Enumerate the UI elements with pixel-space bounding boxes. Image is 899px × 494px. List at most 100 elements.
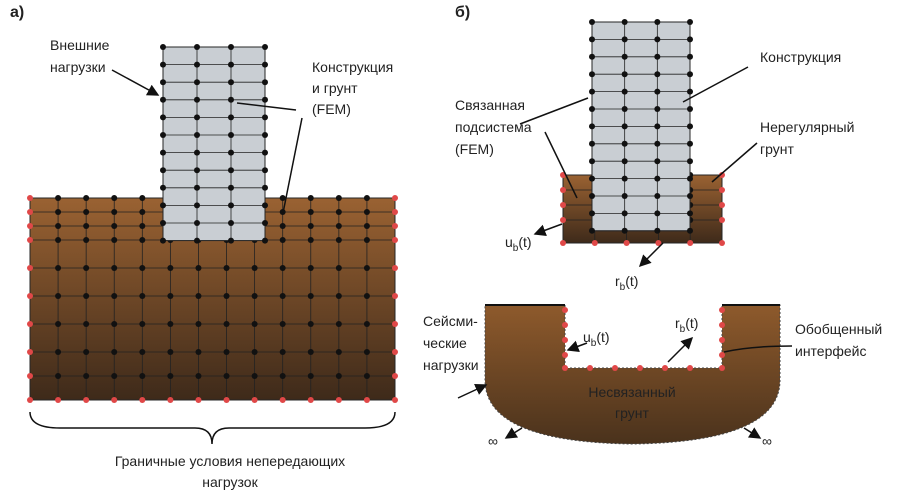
diagram: а) б) Внешние нагрузки Конструкция и гру… xyxy=(0,0,899,494)
mesh-node xyxy=(111,265,117,271)
mesh-node xyxy=(654,123,660,129)
mesh-node xyxy=(252,373,258,379)
mesh-node xyxy=(228,150,234,156)
mesh-node xyxy=(622,141,628,147)
mesh-node xyxy=(654,89,660,95)
label: Обобщенный xyxy=(795,321,882,337)
mesh-node xyxy=(139,293,145,299)
mesh-node xyxy=(262,238,268,244)
mesh-node xyxy=(589,19,595,25)
mesh-node xyxy=(262,202,268,208)
label: интерфейс xyxy=(795,343,867,359)
mesh-node xyxy=(687,106,693,112)
label: нагрузки xyxy=(50,59,106,75)
mesh-node xyxy=(364,397,370,403)
mesh-node xyxy=(194,79,200,85)
mesh-node xyxy=(280,237,286,243)
panel-label: а) xyxy=(10,4,24,21)
leader xyxy=(683,67,748,102)
mesh-node xyxy=(111,321,117,327)
mesh-node xyxy=(262,220,268,226)
mesh-node xyxy=(364,373,370,379)
mesh-node xyxy=(27,397,33,403)
mesh-node xyxy=(654,176,660,182)
mesh-body xyxy=(163,47,265,241)
mesh-node xyxy=(308,397,314,403)
symbol: rb(t) xyxy=(615,273,638,293)
mesh-node xyxy=(195,397,201,403)
mesh-node xyxy=(194,97,200,103)
mesh-node xyxy=(589,158,595,164)
mesh-node xyxy=(160,185,166,191)
mesh-node xyxy=(308,265,314,271)
mesh-node xyxy=(27,293,33,299)
mesh-node xyxy=(336,237,342,243)
mesh-node xyxy=(622,71,628,77)
mesh-node xyxy=(654,71,660,77)
mesh-node xyxy=(55,195,61,201)
mesh-node xyxy=(308,349,314,355)
mesh-node xyxy=(195,321,201,327)
mesh-node xyxy=(589,106,595,112)
mesh-node xyxy=(194,114,200,120)
mesh-node xyxy=(364,321,370,327)
interface-node xyxy=(637,365,643,371)
mesh-node xyxy=(224,373,230,379)
mesh-node xyxy=(195,265,201,271)
mesh-node xyxy=(83,373,89,379)
mesh-node xyxy=(308,321,314,327)
caption: Граничные условия непередающих xyxy=(115,453,345,469)
symbol: rb(t) xyxy=(675,315,698,335)
arrow xyxy=(744,428,760,438)
interface-node xyxy=(562,322,568,328)
interface-node xyxy=(612,365,618,371)
mesh-node xyxy=(194,167,200,173)
brace xyxy=(30,412,395,444)
mesh-node xyxy=(194,202,200,208)
mesh-node xyxy=(589,210,595,216)
mesh-node xyxy=(252,321,258,327)
mesh-node xyxy=(280,265,286,271)
mesh-node xyxy=(336,373,342,379)
mesh-node xyxy=(160,150,166,156)
mesh-node xyxy=(262,167,268,173)
mesh-node xyxy=(83,397,89,403)
mesh-node xyxy=(224,293,230,299)
label: (FEM) xyxy=(312,101,351,117)
mesh-node xyxy=(111,293,117,299)
mesh-node xyxy=(654,19,660,25)
mesh-node xyxy=(27,209,33,215)
mesh-node xyxy=(364,349,370,355)
leader xyxy=(520,98,588,124)
label: Конструкция xyxy=(760,49,841,65)
mesh-node xyxy=(83,321,89,327)
mesh-node xyxy=(111,195,117,201)
mesh-node xyxy=(262,150,268,156)
mesh-node xyxy=(336,321,342,327)
mesh-node xyxy=(308,237,314,243)
mesh-node xyxy=(392,195,398,201)
mesh-node xyxy=(589,228,595,234)
interface-node xyxy=(719,307,725,313)
leader xyxy=(712,143,757,182)
mesh-node xyxy=(364,237,370,243)
label: Связанная xyxy=(455,97,525,113)
mesh-node xyxy=(622,176,628,182)
symbol: ub(t) xyxy=(583,329,610,349)
mesh-node xyxy=(622,210,628,216)
mesh-node xyxy=(687,193,693,199)
mesh-node xyxy=(55,265,61,271)
mesh-node xyxy=(308,223,314,229)
mesh-node xyxy=(589,141,595,147)
mesh-node xyxy=(719,217,725,223)
arrow xyxy=(568,343,587,350)
interface-node xyxy=(562,307,568,313)
arrow xyxy=(112,70,158,95)
mesh-node xyxy=(27,223,33,229)
mesh-node xyxy=(560,217,566,223)
mesh-node xyxy=(392,373,398,379)
arrow xyxy=(668,338,692,362)
label: подсистема xyxy=(455,119,532,135)
mesh-node xyxy=(83,265,89,271)
mesh-node xyxy=(687,54,693,60)
